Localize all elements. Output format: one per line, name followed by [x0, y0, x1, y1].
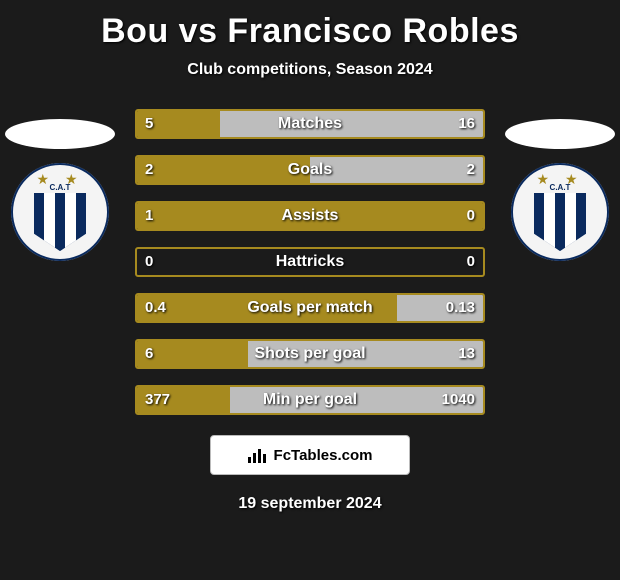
stat-left-value: 377: [137, 387, 178, 413]
right-team-crest: ★ ★ C.A.T: [511, 163, 609, 261]
right-player-badge: ★ ★ C.A.T: [500, 119, 620, 261]
stat-label: Hattricks: [137, 249, 483, 275]
crest-shield-icon: [534, 193, 586, 251]
stat-left-value: 5: [137, 111, 161, 137]
stat-bar-right-fill: [220, 111, 483, 137]
stat-right-value: 0.13: [438, 295, 483, 321]
left-player-badge: ★ ★ C.A.T: [0, 119, 120, 261]
page-subtitle: Club competitions, Season 2024: [0, 61, 620, 79]
stat-left-value: 2: [137, 157, 161, 183]
page-date: 19 september 2024: [0, 495, 620, 513]
stat-bar-row: 613Shots per goal: [135, 339, 485, 369]
player-photo-placeholder: [5, 119, 115, 149]
stat-bar-left-fill: [137, 157, 310, 183]
stat-bar-right-fill: [310, 157, 483, 183]
footer-brand-text: FcTables.com: [274, 447, 373, 464]
stat-bar-row: 516Matches: [135, 109, 485, 139]
stat-left-value: 0.4: [137, 295, 174, 321]
stat-right-value: 13: [450, 341, 483, 367]
stat-right-value: 0: [459, 203, 483, 229]
stat-left-value: 6: [137, 341, 161, 367]
stat-bar-row: 22Goals: [135, 155, 485, 185]
stat-right-value: 2: [459, 157, 483, 183]
stats-bar-list: 516Matches22Goals10Assists00Hattricks0.4…: [135, 109, 485, 415]
stat-bar-row: 3771040Min per goal: [135, 385, 485, 415]
stat-bar-row: 10Assists: [135, 201, 485, 231]
left-team-crest: ★ ★ C.A.T: [11, 163, 109, 261]
stat-left-value: 1: [137, 203, 161, 229]
stat-bar-right-fill: [248, 341, 483, 367]
crest-shield-icon: [34, 193, 86, 251]
stat-bar-left-fill: [137, 295, 397, 321]
stat-right-value: 0: [459, 249, 483, 275]
stat-right-value: 1040: [434, 387, 483, 413]
page-title: Bou vs Francisco Robles: [0, 0, 620, 51]
stat-bar-row: 0 0Hattricks: [135, 247, 485, 277]
stat-bar-left-fill: [137, 203, 483, 229]
footer-brand-badge: FcTables.com: [210, 435, 410, 475]
crest-label: C.A.T: [11, 183, 109, 192]
stat-left-value: 0: [137, 249, 161, 275]
bars-chart-icon: [248, 447, 268, 463]
compare-area: ★ ★ C.A.T ★ ★ C.A.T 516Matches22Goals10A…: [0, 109, 620, 415]
player-photo-placeholder: [505, 119, 615, 149]
crest-label: C.A.T: [511, 183, 609, 192]
stat-bar-row: 0.40.13Goals per match: [135, 293, 485, 323]
stat-right-value: 16: [450, 111, 483, 137]
